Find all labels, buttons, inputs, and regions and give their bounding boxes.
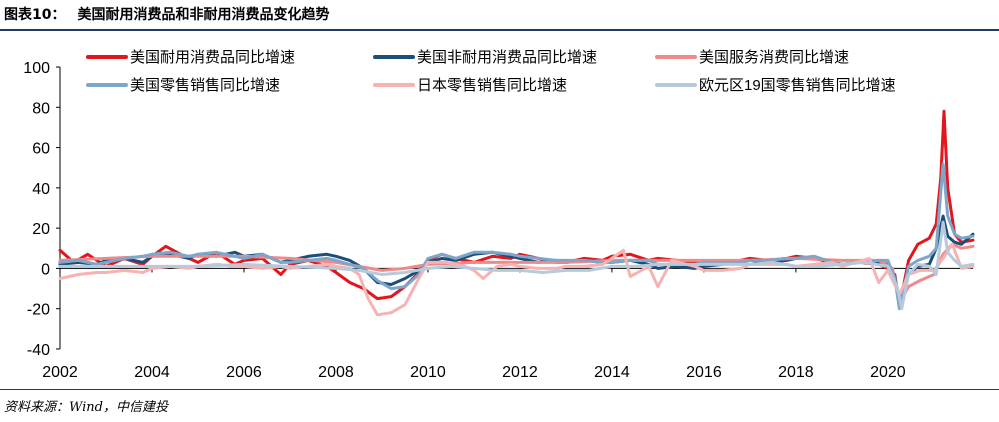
legend-item-3: 美国服务消费同比增速: [655, 49, 849, 66]
legend-label: 美国非耐用消费品同比增速: [417, 49, 597, 66]
x-tick-label: 2016: [686, 364, 722, 381]
x-tick-label: 2010: [410, 364, 446, 381]
legend-label: 日本零售销售同比增速: [417, 77, 567, 94]
legend-label: 欧元区19国零售销售同比增速: [699, 77, 896, 94]
source-note: 资料来源：Wind，中信建投: [4, 400, 168, 415]
series-line-4: [58, 162, 975, 311]
y-tick-label: -20: [27, 302, 50, 319]
y-tick-label: 0: [41, 261, 50, 278]
title-rule: [0, 29, 999, 31]
legend-item-6: 欧元区19国零售销售同比增速: [655, 77, 896, 94]
figure-label: 图表10：: [4, 7, 66, 23]
x-tick-label: 2014: [594, 364, 630, 381]
x-tick-label: 2008: [318, 364, 354, 381]
series-line-6: [58, 220, 975, 311]
chart-legend: 美国耐用消费品同比增速 美国非耐用消费品同比增速 美国服务消费同比增速美国零售销售同…: [86, 49, 896, 94]
x-tick-label: 2020: [870, 364, 906, 381]
legend-label: 美国耐用消费品同比增速: [130, 49, 295, 66]
x-tick-label: 2006: [226, 364, 262, 381]
y-tick-label: -40: [27, 342, 50, 359]
y-tick-label: 100: [23, 60, 50, 77]
x-tick-label: 2002: [42, 364, 78, 381]
chart-axes: -40 -20 0 20 40 60 80 100 2002 2004 2006 2008 2010 20…: [23, 60, 973, 381]
y-tick-label: 60: [32, 141, 50, 158]
legend-item-4: 美国零售销售同比增速: [86, 77, 280, 94]
x-tick-label: 2012: [502, 364, 538, 381]
series-line-1: [58, 109, 975, 309]
legend-label: 美国服务消费同比增速: [699, 49, 849, 66]
legend-label: 美国零售销售同比增速: [130, 77, 280, 94]
series-line-5: [58, 242, 975, 317]
y-tick-label: 80: [32, 100, 50, 117]
figure-title-text: 美国耐用消费品和非耐用消费品变化趋势: [77, 7, 330, 23]
y-tick-label: 40: [32, 181, 50, 198]
legend-item-1: 美国耐用消费品同比增速: [86, 49, 295, 66]
x-tick-label: 2004: [134, 364, 170, 381]
chart-container: -40 -20 0 20 40 60 80 100 2002 2004 2006 2008 2010 20…: [0, 32, 999, 387]
y-tick-label: 20: [32, 221, 50, 238]
x-tick-label: 2018: [778, 364, 814, 381]
chart-series: [58, 109, 975, 317]
line-chart: -40 -20 0 20 40 60 80 100 2002 2004 2006 2008 2010 20…: [23, 49, 975, 381]
legend-item-2: 美国非耐用消费品同比增速: [373, 49, 597, 66]
bottom-rule: [0, 389, 999, 390]
legend-item-5: 日本零售销售同比增速: [373, 77, 567, 94]
figure-title: 图表10： 美国耐用消费品和非耐用消费品变化趋势: [4, 4, 329, 26]
